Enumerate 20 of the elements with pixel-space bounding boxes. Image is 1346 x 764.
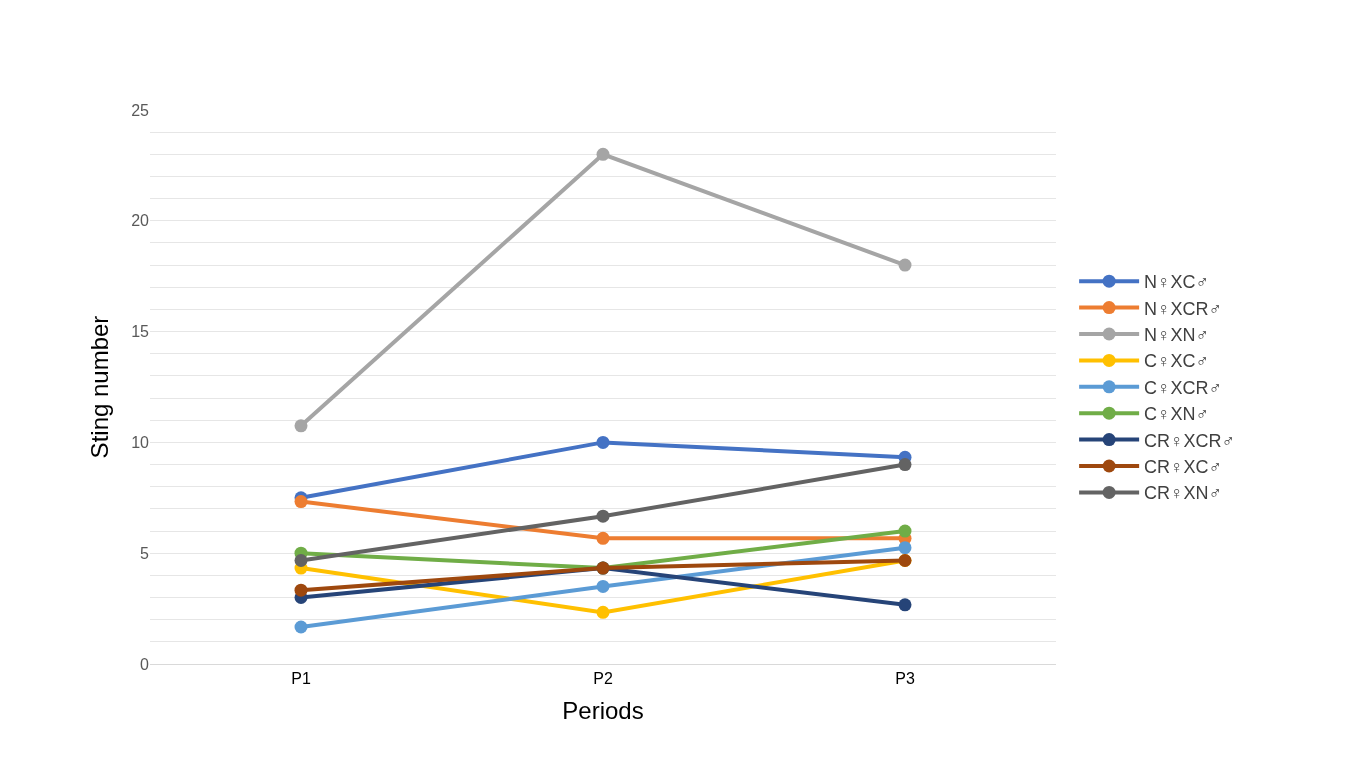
y-tick-label: 25	[131, 101, 150, 119]
y-tick-label: 20	[131, 212, 150, 230]
legend-label: C♀XC♂	[1144, 351, 1210, 372]
y-tick-label: 5	[140, 544, 150, 562]
legend-label: CR♀XN♂	[1144, 483, 1223, 504]
y-tick-label: 0	[140, 655, 150, 673]
x-tick-label: P1	[291, 670, 311, 688]
legend-label: N♀XN♂	[1144, 325, 1210, 346]
legend-label: N♀XCR♂	[1144, 298, 1223, 319]
legend-label: CR♀XCR♂	[1144, 430, 1236, 451]
legend-label: C♀XN♂	[1144, 404, 1210, 425]
y-tick-label: 15	[131, 323, 150, 341]
x-tick-label: P2	[593, 670, 613, 688]
legend-label: N♀XC♂	[1144, 272, 1210, 293]
y-tick-label: 10	[131, 434, 150, 451]
legend-label: CR♀XC♂	[1144, 457, 1223, 478]
x-tick-label: P3	[895, 670, 915, 688]
y-axis-title: Sting number	[86, 315, 114, 459]
legend-label: C♀XCR♂	[1144, 377, 1223, 398]
x-axis-title: Periods	[562, 696, 644, 724]
